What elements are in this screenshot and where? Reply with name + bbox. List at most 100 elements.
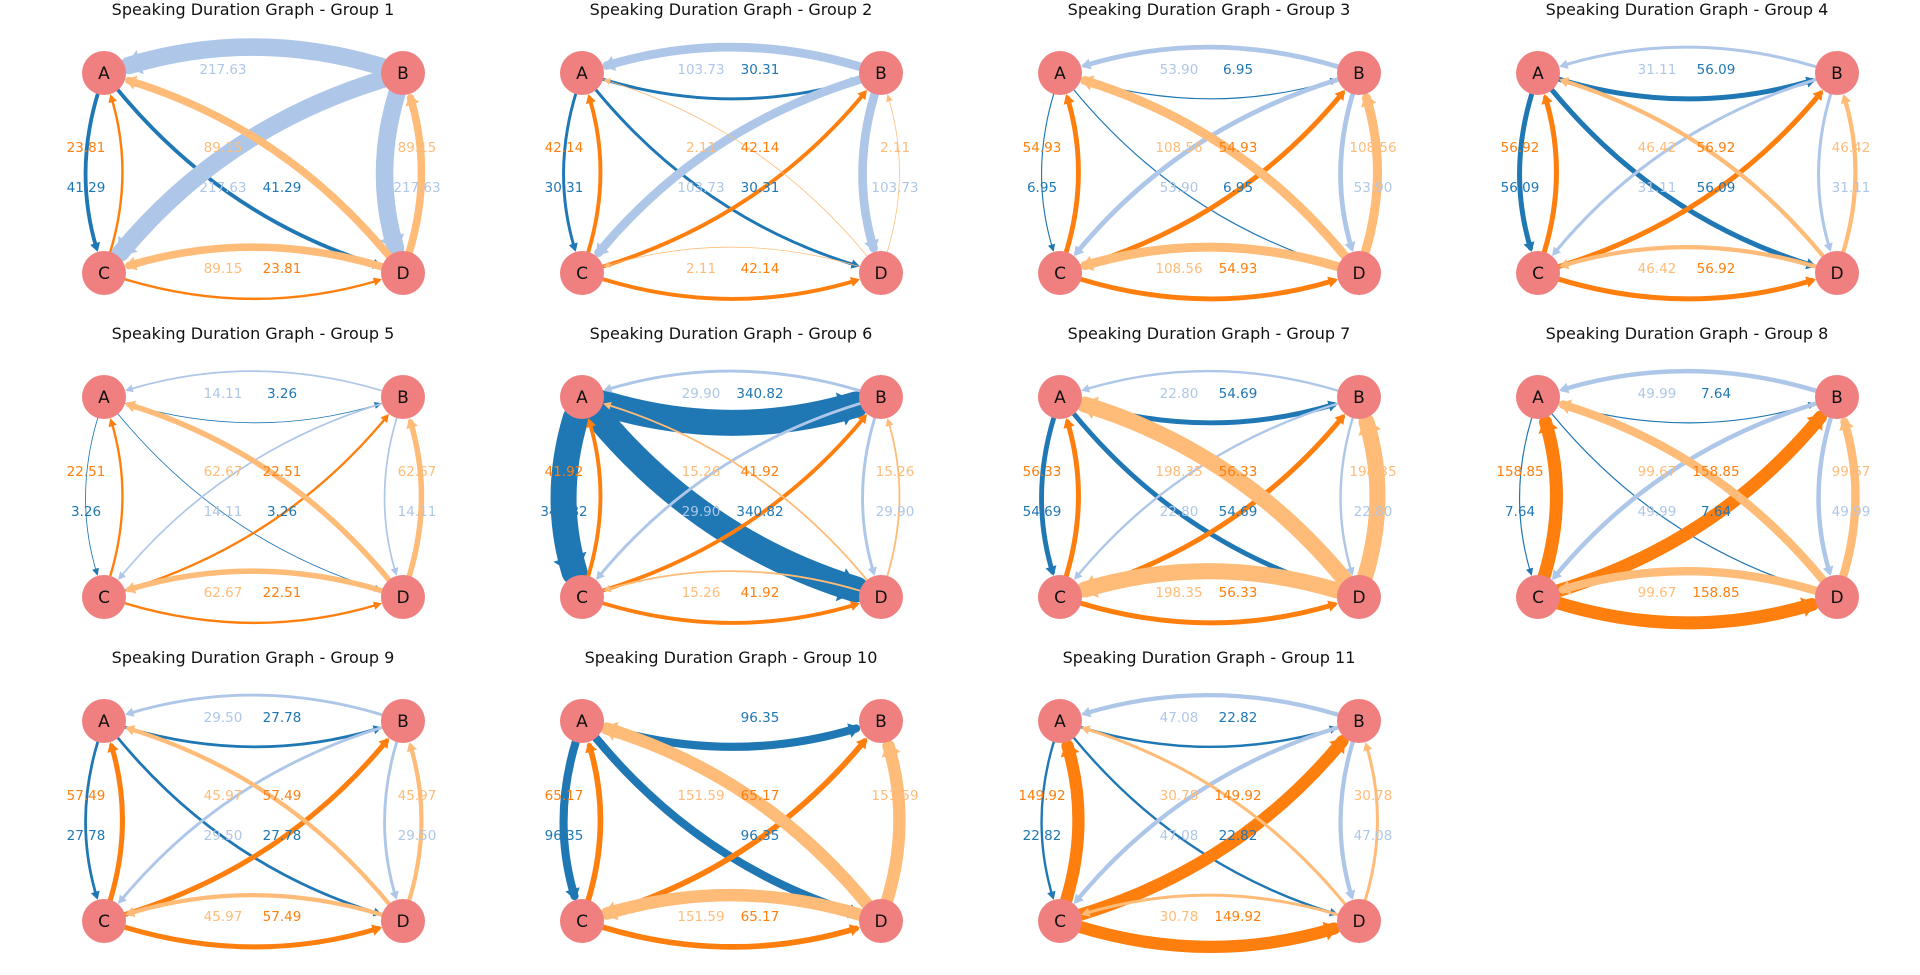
edge-D-B bbox=[1841, 95, 1858, 255]
edge-D-C bbox=[126, 568, 385, 594]
node-A bbox=[82, 375, 126, 419]
edge-label: 47.08 bbox=[1160, 828, 1199, 844]
edge-label: 49.99 bbox=[1832, 504, 1871, 520]
arrowhead-C-D bbox=[1327, 276, 1338, 288]
edge-D-A bbox=[1560, 78, 1826, 259]
edge-A-D bbox=[594, 88, 858, 267]
node-layer: A B C D bbox=[560, 699, 903, 943]
arrowhead-B-D bbox=[1344, 241, 1356, 252]
node-label: A bbox=[1054, 64, 1066, 84]
edge-label: 42.14 bbox=[741, 140, 780, 156]
edge-layer bbox=[1518, 368, 1860, 630]
edge-label: 46.42 bbox=[1638, 261, 1677, 277]
node-label: A bbox=[576, 712, 588, 732]
arrowhead-D-A bbox=[603, 721, 619, 741]
edge-layer bbox=[83, 38, 426, 301]
edge-A-B bbox=[1556, 76, 1815, 102]
edge-B-A bbox=[605, 369, 862, 393]
graph-title: Speaking Duration Graph - Group 11 bbox=[1063, 648, 1356, 667]
edge-D-B bbox=[886, 421, 901, 577]
edge-label: 30.31 bbox=[545, 180, 584, 196]
arrowhead-C-A bbox=[1063, 418, 1075, 429]
edge-label: 56.33 bbox=[1219, 585, 1258, 601]
arrowhead-B-A bbox=[125, 707, 135, 717]
edge-A-B bbox=[590, 390, 870, 436]
edge-label: 65.17 bbox=[741, 909, 780, 925]
arrowhead-D-B bbox=[1358, 418, 1381, 436]
edge-D-C bbox=[1558, 566, 1821, 595]
edge-C-A bbox=[1060, 739, 1085, 907]
edge-D-A bbox=[126, 401, 392, 583]
graph-title: Speaking Duration Graph - Group 4 bbox=[1546, 0, 1829, 19]
node-D bbox=[1337, 251, 1381, 295]
arrowhead-B-C bbox=[1074, 893, 1084, 904]
arrowhead-D-C bbox=[1559, 580, 1572, 595]
edge-label: 7.64 bbox=[1701, 386, 1731, 402]
node-label: D bbox=[1352, 912, 1365, 932]
node-label: C bbox=[1054, 588, 1066, 608]
edge-A-C bbox=[1517, 91, 1535, 251]
arrowhead-D-C bbox=[603, 901, 619, 921]
edge-A-C bbox=[550, 405, 589, 586]
edge-label: 6.95 bbox=[1027, 180, 1057, 196]
arrowhead-D-C bbox=[125, 907, 136, 918]
edge-B-A bbox=[1082, 44, 1341, 70]
edge-label: 340.82 bbox=[736, 386, 783, 402]
arrowhead-B-A bbox=[1559, 382, 1570, 394]
edge-label: 65.17 bbox=[545, 788, 584, 804]
edge-label: 31.11 bbox=[1638, 180, 1677, 196]
edge-D-C bbox=[600, 888, 867, 921]
node-label: C bbox=[1054, 264, 1066, 284]
node-label: A bbox=[1054, 712, 1066, 732]
graph-panel-group-3: Speaking Duration Graph - Group 3 6.95 6.9… bbox=[956, 0, 1432, 322]
edge-layer bbox=[1517, 45, 1858, 302]
edge-label: 41.92 bbox=[545, 464, 584, 480]
edge-label: 30.78 bbox=[1160, 788, 1199, 804]
edge-A-D bbox=[1549, 87, 1815, 268]
edge-label: 42.14 bbox=[741, 261, 780, 277]
edge-D-C bbox=[125, 243, 386, 271]
edge-label: 89.15 bbox=[204, 261, 243, 277]
edge-A-D bbox=[1071, 411, 1337, 592]
edge-C-D bbox=[1074, 921, 1341, 954]
graph-title: Speaking Duration Graph - Group 2 bbox=[590, 0, 873, 19]
edge-A-D bbox=[583, 401, 870, 603]
edge-D-A bbox=[1080, 76, 1350, 261]
edge-D-B bbox=[1357, 413, 1386, 584]
edge-label: 49.99 bbox=[1638, 504, 1677, 520]
arrowhead-C-A bbox=[1063, 94, 1075, 105]
node-B bbox=[1815, 51, 1859, 95]
edge-label: 30.78 bbox=[1354, 788, 1393, 804]
edge-layer bbox=[1040, 692, 1379, 954]
edge-label: 56.92 bbox=[1501, 140, 1540, 156]
arrowhead-B-D bbox=[1822, 565, 1834, 576]
edge-D-C bbox=[606, 246, 861, 268]
edge-D-C bbox=[1080, 242, 1343, 272]
edge-label: 53.90 bbox=[1354, 180, 1393, 196]
edge-A-C bbox=[1518, 417, 1533, 573]
graph-panel-group-5: Speaking Duration Graph - Group 5 3.26 3.2… bbox=[0, 324, 476, 646]
edge-label-layer: 41.29 41.29 217.63 217.63 217.63 23.81 23.81 89… bbox=[67, 62, 441, 277]
node-label: A bbox=[98, 64, 110, 84]
node-B bbox=[381, 699, 425, 743]
arrowhead-A-B bbox=[847, 723, 860, 738]
edge-D-B bbox=[407, 743, 424, 902]
node-C bbox=[1516, 575, 1560, 619]
edge-label-layer: 7.64 7.64 7.64 49.99 49.99 49.99 158.85 158.85 1… bbox=[1496, 386, 1870, 601]
graph-svg: Speaking Duration Graph - Group 754.69 54… bbox=[1023, 324, 1397, 626]
node-label: D bbox=[874, 912, 887, 932]
edge-label: 158.85 bbox=[1692, 585, 1739, 601]
arrowhead-D-C bbox=[1559, 259, 1570, 270]
edge-label: 198.35 bbox=[1349, 464, 1396, 480]
graph-panel-group-1: Speaking Duration Graph - Group 1 41.29 41… bbox=[0, 0, 476, 322]
edge-B-C bbox=[111, 70, 391, 262]
edge-layer bbox=[85, 370, 425, 625]
edge-B-A bbox=[1083, 369, 1340, 392]
node-label: B bbox=[1353, 388, 1365, 408]
edge-C-B bbox=[1556, 90, 1824, 270]
node-D bbox=[381, 899, 425, 943]
edge-label: 103.73 bbox=[677, 180, 724, 196]
edge-label: 340.82 bbox=[736, 504, 783, 520]
edge-D-B bbox=[1363, 744, 1379, 902]
arrowhead-B-C bbox=[596, 242, 610, 256]
